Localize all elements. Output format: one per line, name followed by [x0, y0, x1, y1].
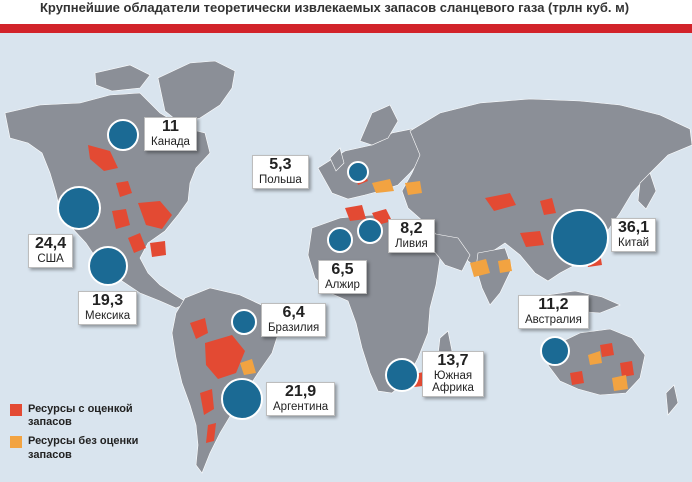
legend-label-assessed: Ресурсы с оценкой запасов	[28, 403, 133, 429]
bubble-south-africa	[385, 358, 419, 392]
legend-label-unassessed: Ресурсы без оценки запасов	[28, 435, 139, 461]
name-south-africa: Южная Африка	[432, 369, 474, 394]
chart-title: Крупнейшие обладатели теоретически извле…	[40, 0, 630, 15]
world-map: 11 Канада 24,4 США 19,3 Мексика 6,4 Браз…	[0, 33, 692, 482]
legend-item-unassessed: Ресурсы без оценки запасов	[10, 435, 158, 461]
bubble-china	[551, 209, 609, 267]
uk	[329, 147, 345, 172]
bubble-libya	[357, 218, 383, 244]
label-australia: 11,2 Австралия	[518, 295, 589, 329]
legend-item-assessed: Ресурсы с оценкой запасов	[10, 403, 158, 429]
label-usa: 24,4 США	[28, 234, 74, 268]
value-libya: 8,2	[400, 220, 423, 237]
label-south-africa: 13,7 Южная Африка	[422, 351, 484, 397]
name-algeria: Алжир	[325, 278, 360, 291]
bubble-mexico	[88, 246, 128, 286]
reserve-bubbles	[57, 119, 609, 420]
value-mexico: 19,3	[91, 292, 124, 309]
label-china: 36,1 Китай	[611, 218, 657, 252]
bubble-australia	[540, 336, 570, 366]
value-australia: 11,2	[538, 296, 569, 313]
arctic-islands	[94, 64, 151, 92]
name-usa: США	[37, 252, 64, 265]
bubble-usa	[57, 186, 101, 230]
label-libya: 8,2 Ливия	[388, 219, 435, 253]
name-canada: Канада	[151, 135, 190, 148]
map-canvas	[0, 33, 692, 482]
name-australia: Австралия	[525, 313, 582, 326]
value-south-africa: 13,7	[437, 352, 469, 369]
label-argentina: 21,9 Аргентина	[266, 382, 336, 416]
legend: Ресурсы с оценкой запасов Ресурсы без оц…	[10, 403, 158, 468]
value-china: 36,1	[618, 219, 650, 236]
label-poland: 5,3 Польша	[252, 155, 309, 189]
name-china: Китай	[618, 236, 650, 249]
title-accent-bar	[0, 24, 692, 33]
bubble-argentina	[221, 378, 263, 420]
japan	[637, 172, 657, 210]
bubble-algeria	[327, 227, 353, 253]
legend-swatch-assessed	[10, 404, 22, 416]
bubble-canada	[107, 119, 139, 151]
value-argentina: 21,9	[285, 383, 317, 400]
name-poland: Польша	[259, 173, 302, 186]
scandinavia	[359, 104, 399, 146]
legend-swatch-unassessed	[10, 436, 22, 449]
name-mexico: Мексика	[85, 309, 131, 322]
new-zealand	[665, 384, 679, 416]
label-brazil: 6,4 Бразилия	[261, 303, 327, 337]
value-algeria: 6,5	[331, 261, 354, 278]
value-poland: 5,3	[269, 156, 292, 173]
bubble-brazil	[231, 309, 257, 335]
label-canada: 11 Канада	[144, 117, 197, 151]
name-libya: Ливия	[395, 237, 428, 250]
name-brazil: Бразилия	[268, 321, 320, 334]
name-argentina: Аргентина	[273, 400, 329, 413]
label-mexico: 19,3 Мексика	[78, 291, 138, 325]
value-canada: 11	[162, 118, 179, 135]
bubble-poland	[347, 161, 369, 183]
label-algeria: 6,5 Алжир	[318, 260, 367, 294]
assessed-shale-basins	[88, 145, 634, 443]
value-brazil: 6,4	[282, 304, 305, 321]
value-usa: 24,4	[35, 235, 67, 252]
